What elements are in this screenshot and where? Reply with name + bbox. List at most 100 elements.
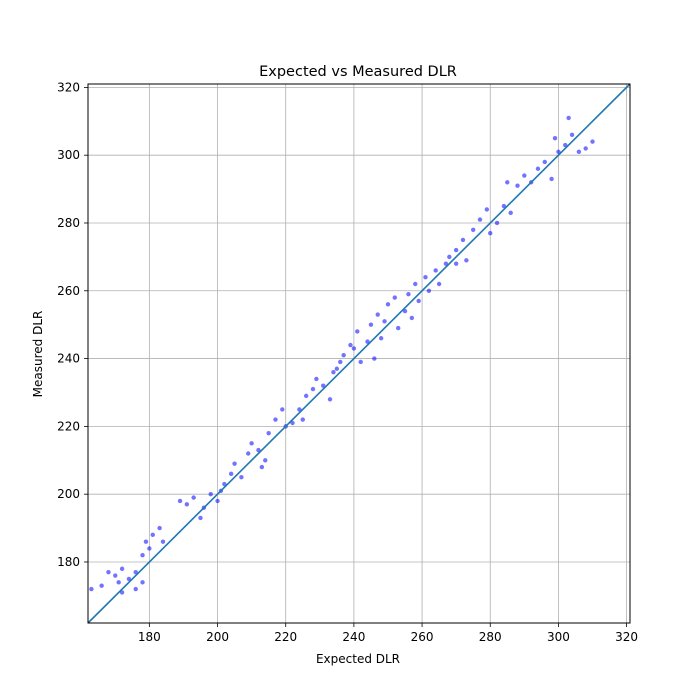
data-point	[140, 580, 145, 585]
data-point	[147, 546, 152, 551]
x-tick-label: 240	[342, 630, 365, 644]
data-point	[382, 319, 387, 324]
data-point	[552, 136, 558, 141]
data-point	[290, 420, 295, 426]
data-point	[460, 237, 466, 243]
data-point	[453, 247, 459, 253]
data-point	[375, 312, 380, 317]
data-point	[273, 417, 278, 422]
data-point	[331, 369, 336, 375]
data-point	[433, 268, 438, 273]
x-tick-label: 200	[206, 630, 229, 644]
data-point	[184, 502, 190, 507]
plot-frame	[87, 83, 631, 624]
reference-line	[87, 83, 631, 624]
data-point	[334, 366, 340, 371]
data-point	[416, 298, 421, 304]
data-point	[590, 139, 595, 144]
data-point	[556, 149, 561, 154]
y-tick-label: 220	[57, 419, 80, 433]
data-point	[515, 183, 520, 188]
data-point	[239, 475, 244, 480]
data-point	[249, 441, 254, 446]
data-point	[385, 302, 391, 307]
data-point	[542, 159, 547, 165]
data-point	[119, 566, 125, 571]
plot-area	[87, 83, 631, 624]
y-tick-label: 300	[57, 148, 80, 162]
data-point	[256, 447, 261, 453]
data-point	[266, 430, 271, 436]
x-tick-label: 320	[615, 630, 638, 644]
data-point	[228, 471, 234, 477]
y-tick-label: 320	[57, 80, 80, 94]
data-point	[402, 308, 408, 314]
data-point	[198, 515, 203, 521]
data-point	[351, 346, 357, 351]
data-point	[563, 142, 568, 148]
data-point	[470, 227, 476, 232]
data-point	[338, 359, 343, 365]
data-point	[453, 261, 459, 266]
x-axis-ticks: 180 200 220 240 260 280 300 320	[138, 623, 638, 644]
data-point	[566, 115, 571, 121]
data-point	[191, 495, 196, 500]
data-point	[327, 397, 333, 402]
data-point	[300, 417, 305, 422]
data-point	[569, 132, 575, 138]
data-point	[133, 586, 138, 592]
data-point	[522, 173, 527, 178]
data-point	[368, 322, 374, 327]
data-point	[392, 295, 397, 300]
data-point	[310, 386, 316, 392]
data-point	[89, 586, 94, 592]
y-tick-label: 200	[57, 487, 80, 501]
data-point	[501, 203, 507, 209]
data-point	[583, 146, 588, 151]
x-tick-label: 260	[411, 630, 434, 644]
data-point	[505, 180, 510, 185]
x-tick-label: 280	[479, 630, 502, 644]
data-point	[160, 539, 166, 544]
data-point	[413, 281, 418, 287]
data-point	[365, 339, 370, 344]
data-point	[477, 217, 483, 222]
data-point	[232, 461, 237, 466]
data-point	[355, 329, 360, 334]
y-tick-label: 240	[57, 352, 80, 366]
data-point	[406, 291, 411, 297]
data-point	[358, 359, 363, 365]
data-point	[341, 352, 346, 358]
data-point	[321, 383, 326, 388]
data-point	[508, 210, 513, 216]
data-point	[297, 407, 302, 412]
data-point	[215, 498, 220, 504]
data-point	[222, 481, 227, 487]
data-point	[484, 207, 490, 212]
data-point	[426, 288, 432, 293]
data-point	[409, 315, 415, 321]
data-point	[259, 464, 265, 470]
data-point	[549, 176, 554, 182]
data-point	[423, 275, 428, 280]
y-tick-label: 280	[57, 216, 80, 230]
data-point	[116, 580, 121, 585]
data-point	[396, 325, 401, 331]
data-point	[348, 342, 353, 348]
x-tick-label: 180	[138, 630, 161, 644]
data-point	[133, 569, 138, 575]
data-point	[99, 583, 104, 588]
data-point	[314, 376, 319, 382]
grid	[88, 84, 630, 623]
data-point	[447, 254, 452, 260]
data-point	[280, 407, 285, 412]
data-point	[303, 393, 309, 399]
data-point	[263, 458, 268, 463]
data-point	[494, 220, 500, 226]
data-point	[143, 539, 149, 544]
data-point	[372, 356, 377, 361]
data-point	[113, 573, 118, 578]
data-point	[464, 258, 469, 263]
